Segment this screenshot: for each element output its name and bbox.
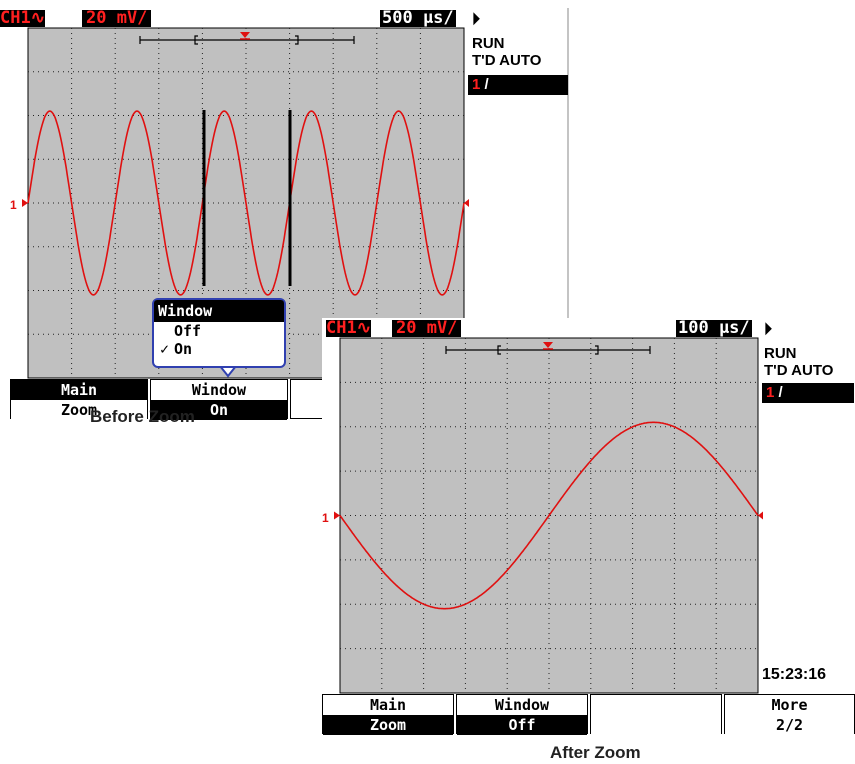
- vertical-scale: 20 mV/: [392, 320, 462, 337]
- timebase-readout: 500 µs/: [380, 8, 456, 28]
- window-bracket-right: [595, 345, 599, 355]
- before-zoom-screen: CH1∿ 20 mV/ 500 µs/ ⏵ RUN T'D AUTO 1 / 1…: [0, 0, 570, 420]
- trigger-position-icon: [543, 342, 553, 348]
- softkey-empty[interactable]: [290, 379, 322, 419]
- popup-option-on[interactable]: ✓ On: [160, 340, 193, 358]
- signal-trace: [339, 421, 759, 610]
- trace-offscreen-marker: [758, 511, 763, 520]
- clock-readout: 15:23:16: [762, 666, 827, 683]
- softkey-main-zoom[interactable]: Main Zoom: [322, 694, 454, 735]
- softkey-empty[interactable]: [590, 694, 722, 735]
- timebase-readout: 100 µs/: [676, 318, 752, 338]
- softkey-more[interactable]: More 2/2: [724, 694, 855, 735]
- after-scope-display: [334, 337, 763, 694]
- trigger-status: T'D AUTO: [472, 52, 542, 69]
- trigger-slope-icon: /: [778, 384, 783, 401]
- run-status: RUN: [472, 35, 505, 52]
- window-bracket-left: [194, 35, 198, 45]
- run-status: RUN: [764, 345, 797, 362]
- popup-title: Window: [154, 300, 284, 322]
- channel-ground-marker: 1: [10, 198, 17, 212]
- window-popup-menu: Window Off ✓ On: [152, 298, 286, 368]
- softkey-window-off[interactable]: Window Off: [456, 694, 588, 735]
- before-zoom-caption: Before Zoom: [90, 407, 195, 426]
- window-bracket-right: [295, 35, 299, 45]
- after-zoom-caption: After Zoom: [550, 743, 641, 762]
- trigger-position-icon: [240, 32, 250, 38]
- channel-marker-arrow: [22, 199, 28, 207]
- softkey-window-on[interactable]: Window On: [150, 379, 288, 420]
- check-icon: ✓: [160, 340, 170, 358]
- trace-offscreen-marker: [464, 199, 469, 207]
- signal-trace: [27, 110, 465, 296]
- channel-marker-arrow: [334, 511, 340, 520]
- channel-indicator[interactable]: CH1∿: [0, 8, 45, 28]
- channel-ground-marker: 1: [322, 511, 329, 525]
- trigger-status: T'D AUTO: [764, 362, 834, 379]
- trigger-coupling-icon: ⏵: [472, 11, 481, 28]
- window-bracket-left: [497, 345, 501, 355]
- softkey-main-zoom[interactable]: Main Zoom: [10, 379, 148, 420]
- trigger-source-box: 1 /: [468, 75, 568, 95]
- trigger-source-number: 1: [766, 384, 775, 401]
- trigger-source-box: 1 /: [762, 383, 854, 403]
- after-zoom-screen: CH1∿ 20 mV/ 100 µs/ ⏵ RUN T'D AUTO 1 / 1…: [322, 318, 855, 738]
- popup-option-off[interactable]: Off: [174, 322, 202, 340]
- trigger-slope-icon: /: [484, 76, 489, 93]
- trigger-source-number: 1: [472, 76, 481, 93]
- trigger-coupling-icon: ⏵: [764, 321, 773, 338]
- vertical-scale: 20 mV/: [82, 10, 152, 27]
- channel-indicator[interactable]: CH1∿: [326, 318, 371, 338]
